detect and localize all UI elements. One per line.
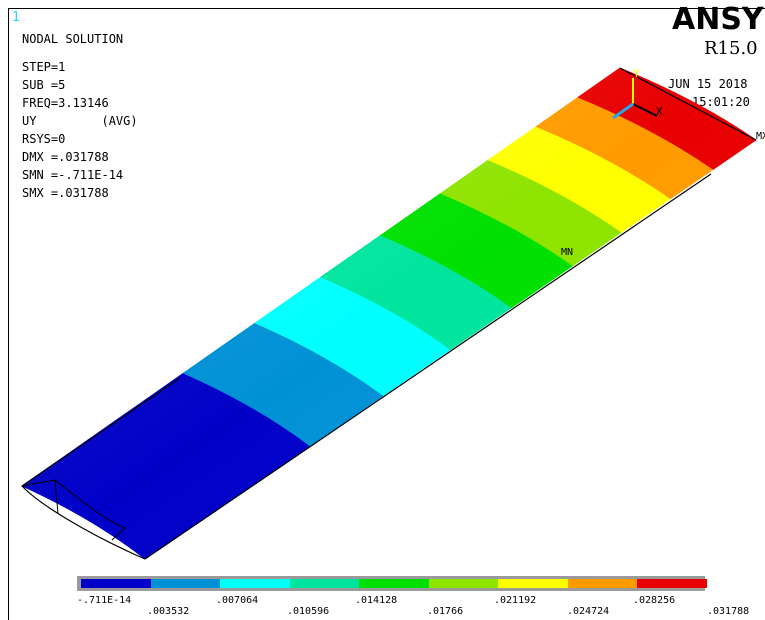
wing-root-edges (21, 479, 126, 541)
info-rsys: RSYS=0 (22, 132, 66, 146)
legend-tick-label: .003532 (147, 606, 190, 617)
legend-tick-label: -.711E-14 (77, 595, 132, 606)
legend-tick-label: .028256 (633, 595, 676, 606)
legend-tick-label: .010596 (287, 606, 330, 617)
info-uy: UY (AVG) (22, 114, 138, 128)
info-sub: SUB =5 (22, 78, 66, 92)
date-label: JUN 15 2018 (668, 77, 748, 91)
legend-swatch (81, 579, 151, 588)
max-marker: MX (756, 131, 765, 142)
window-number: 1 (12, 10, 20, 25)
info-smx: SMX =.031788 (22, 186, 109, 200)
info-freq: FREQ=3.13146 (22, 96, 109, 110)
triad-z-axis (612, 102, 634, 120)
legend-swatch (359, 579, 429, 588)
triad-y-label: Y (633, 67, 640, 80)
time-label: 15:01:20 (692, 95, 750, 109)
legend-tick-label: .021192 (494, 595, 537, 606)
legend-tick-label: .01766 (427, 606, 464, 617)
contour-legend (77, 576, 707, 592)
legend-swatch (220, 579, 290, 588)
legend-tick-label: .007064 (216, 595, 259, 606)
min-marker: MN (561, 247, 574, 258)
triad-x-label: X (656, 105, 663, 118)
legend-swatch (289, 579, 359, 588)
legend-tick-label: .024724 (567, 606, 610, 617)
wing-shading (22, 68, 756, 559)
legend-swatch (498, 579, 568, 588)
info-step: STEP=1 (22, 60, 66, 74)
info-title: NODAL SOLUTION (22, 32, 124, 46)
info-dmx: DMX =.031788 (22, 150, 109, 164)
legend-tick-label: .014128 (355, 595, 398, 606)
info-smn: SMN =-.711E-14 (22, 168, 124, 182)
legend-swatch (567, 579, 637, 588)
legend-swatch (150, 579, 220, 588)
legend-swatch (428, 579, 498, 588)
triad-x-axis (632, 103, 658, 117)
graphics-window-frame (8, 8, 765, 620)
legend-swatch (637, 579, 707, 588)
legend-tick-label: .031788 (707, 606, 750, 617)
release-label: R15.0 (704, 38, 758, 59)
coordinate-triad (612, 78, 658, 120)
ansys-logo: ANSYS (672, 2, 765, 37)
wing-outline (21, 67, 757, 560)
